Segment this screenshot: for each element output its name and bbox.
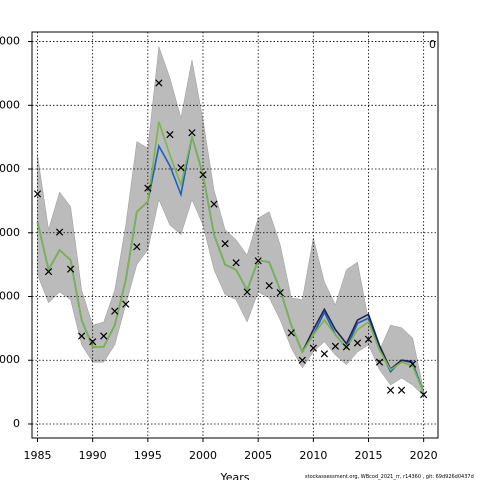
observation-marker	[111, 307, 119, 315]
observation-marker	[144, 184, 152, 192]
observation-marker	[298, 356, 306, 364]
y-tick-label: 40000	[0, 162, 20, 175]
observation-marker	[33, 190, 42, 198]
observation-marker	[287, 329, 295, 337]
observation-marker	[309, 344, 317, 352]
observation-marker	[409, 360, 417, 368]
observation-marker	[243, 288, 251, 296]
observation-marker	[420, 391, 428, 399]
observation-marker	[122, 300, 130, 308]
observation-marker	[66, 265, 75, 273]
x-tick-label: 2020	[410, 449, 438, 462]
observation-marker	[364, 335, 373, 343]
series-line	[36, 121, 425, 394]
observation-marker	[188, 129, 196, 137]
observation-marker	[199, 171, 207, 179]
observation-marker	[100, 332, 108, 340]
y-tick-label: 0	[13, 417, 20, 430]
x-tick-label: 2005	[244, 449, 272, 462]
y-tick-label: 50000	[0, 98, 20, 111]
series-line	[301, 307, 413, 371]
observation-marker	[133, 243, 141, 251]
observation-marker	[254, 257, 262, 265]
observation-marker	[342, 343, 351, 351]
observation-marker	[232, 259, 240, 267]
observation-marker	[276, 289, 284, 297]
observation-marker	[44, 268, 53, 276]
x-tick-label: 1995	[134, 449, 162, 462]
observation-marker	[386, 386, 395, 394]
observation-marker	[221, 239, 229, 248]
observation-marker	[320, 350, 328, 358]
footer: stockassessment.org, WBcod_2021_rr, r143…	[305, 474, 474, 480]
observation-marker	[55, 228, 64, 236]
x-tick-label: 2000	[189, 449, 217, 462]
observation-marker	[265, 282, 273, 290]
observation-marker	[397, 386, 406, 394]
x-tick-label: 1990	[79, 449, 107, 462]
observation-marker	[166, 130, 174, 139]
x-tick-label: 2015	[354, 449, 382, 462]
y-tick-label: 10000	[0, 353, 20, 366]
observation-marker	[89, 338, 97, 346]
observation-marker	[177, 164, 185, 172]
observation-marker	[331, 342, 340, 350]
x-axis-label: Years	[219, 471, 249, 480]
y-tick-label: 60000	[0, 35, 20, 48]
annotation: 0	[429, 38, 436, 51]
observation-marker	[353, 339, 362, 347]
y-tick-label: 30000	[0, 226, 20, 239]
observation-marker	[210, 200, 218, 208]
plot-frame	[31, 31, 439, 439]
plot-layer	[32, 32, 438, 438]
observation-marker	[78, 332, 86, 340]
observation-marker	[375, 358, 384, 366]
observation-marker	[155, 79, 163, 87]
confidence-band	[37, 46, 424, 397]
x-tick-label: 1985	[24, 449, 52, 462]
x-tick-label: 2010	[299, 449, 327, 462]
